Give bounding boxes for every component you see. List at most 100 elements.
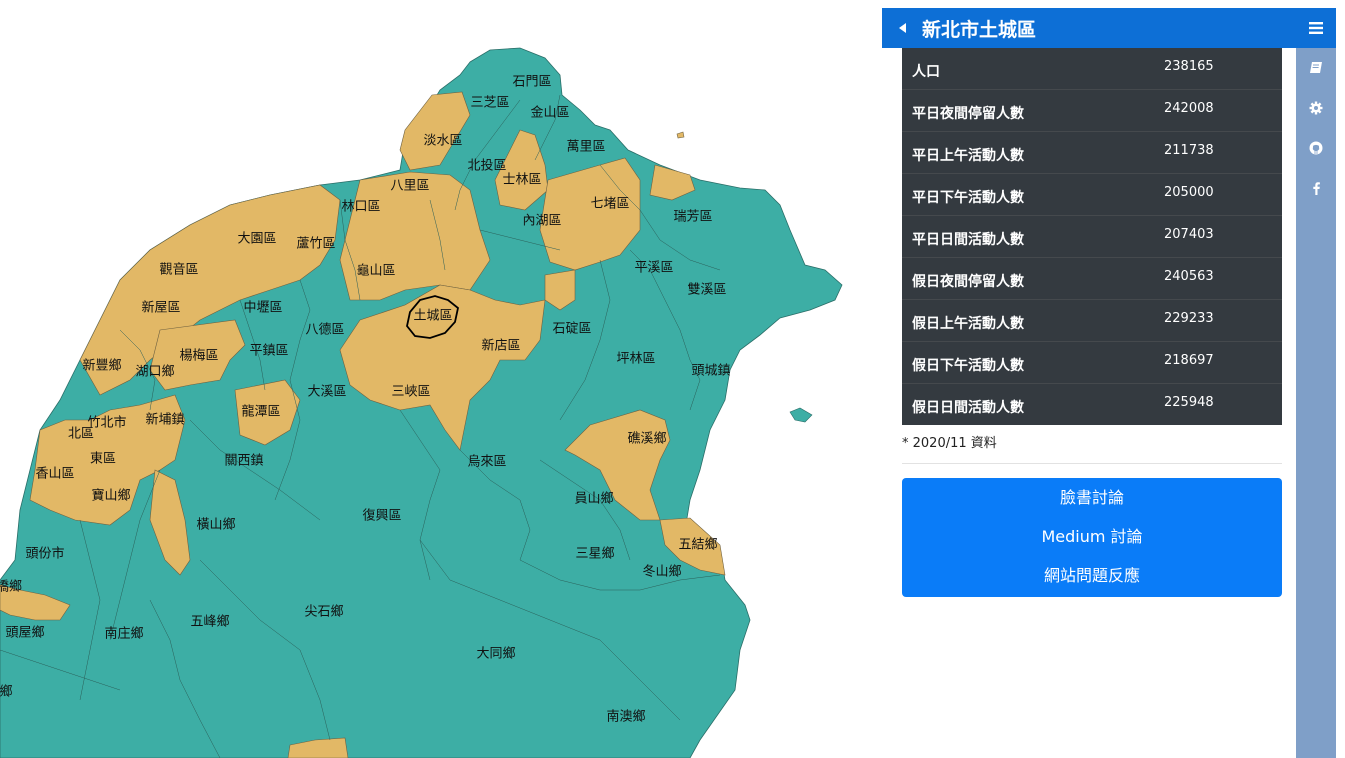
label-dongqu: 東區	[90, 451, 116, 467]
book-button[interactable]	[1296, 48, 1336, 88]
table-row: 平日日間活動人數 207403	[902, 216, 1282, 258]
facebook-discussion-link[interactable]: 臉書討論	[1059, 488, 1124, 507]
data-note: * 2020/11 資料	[902, 436, 997, 451]
back-caret-icon[interactable]	[899, 23, 906, 33]
label-toucheng: 頭城鎮	[691, 363, 730, 379]
district-borders	[0, 94, 721, 758]
label-xiangshan: 香山區	[35, 467, 74, 482]
facebook-button[interactable]	[1296, 168, 1336, 208]
label-xinpu: 新埔鎮	[145, 412, 184, 428]
label-pinglin: 坪林區	[616, 352, 655, 367]
row-value: 225948	[1164, 395, 1214, 410]
table-row: 人口 238165	[902, 48, 1282, 90]
table-row: 假日日間活動人數 225948	[902, 384, 1282, 425]
label-beiqu: 北區	[68, 427, 94, 442]
label-qidu: 七堵區	[590, 197, 629, 212]
table-row: 平日夜間停留人數 242008	[902, 90, 1282, 132]
label-wanli: 萬里區	[566, 140, 605, 155]
table-row: 平日上午活動人數 211738	[902, 132, 1282, 174]
info-panel: 新北市土城區 人口 238165 平日夜間停留人數 242008 平日上午活動人數 2…	[882, 8, 1296, 758]
facebook-icon	[1313, 182, 1320, 195]
label-tucheng: 土城區	[413, 309, 452, 324]
icon-rail	[1296, 8, 1336, 758]
selected-district-tucheng[interactable]	[406, 295, 459, 339]
table-row: 假日夜間停留人數 240563	[902, 258, 1282, 300]
label-hengshan: 橫山鄉	[196, 517, 235, 533]
label-ruifang: 瑞芳區	[673, 210, 712, 225]
label-pingzhen: 平鎮區	[249, 343, 288, 359]
label-xindian: 新店區	[481, 338, 520, 354]
label-sanxing: 三星鄉	[575, 546, 614, 562]
label-bali: 八里區	[390, 179, 429, 194]
label-shimen: 石門區	[512, 75, 551, 90]
label-zhongli: 中壢區	[243, 301, 282, 316]
book-icon	[1310, 62, 1322, 73]
table-row: 假日上午活動人數 229233	[902, 300, 1282, 342]
row-label: 假日日間活動人數	[912, 400, 1024, 416]
medium-discussion-link[interactable]: Medium 討論	[1041, 527, 1143, 546]
label-beitou: 北投區	[467, 158, 506, 174]
report-issue-link[interactable]: 網站問題反應	[1043, 566, 1140, 585]
district-map[interactable]: 石門區 三芝區 金山區 淡水區 萬里區 北投區 士林區 八里區 林口區 七堵區 …	[0, 0, 880, 758]
label-shuangxi: 雙溪區	[687, 283, 726, 298]
label-neihu: 內湖區	[522, 214, 561, 229]
row-value: 207403	[1164, 227, 1214, 242]
menu-button[interactable]	[1296, 8, 1336, 48]
label-nanzhuang: 南庄鄉	[104, 626, 143, 642]
label-luzhu: 蘆竹區	[296, 237, 335, 252]
row-value: 218697	[1164, 353, 1214, 368]
label-jiaoxi: 礁溪鄉	[627, 431, 666, 447]
region-gold[interactable]	[0, 91, 726, 758]
row-value: 205000	[1164, 185, 1214, 200]
label-jianshi: 尖石鄉	[304, 604, 343, 620]
row-label: 平日上午活動人數	[912, 148, 1024, 164]
label-bade: 八德區	[305, 323, 344, 338]
label-sanzhi: 三芝區	[470, 95, 509, 111]
github-button[interactable]	[1296, 128, 1336, 168]
label-touwu: 頭屋鄉	[5, 625, 44, 641]
label-yangmei: 楊梅區	[179, 348, 218, 364]
row-label: 平日日間活動人數	[912, 232, 1024, 248]
table-row: 假日下午活動人數 218697	[902, 342, 1282, 384]
label-dongshan: 冬山鄉	[642, 564, 681, 580]
row-label: 平日夜間停留人數	[912, 106, 1024, 122]
label-zhubei: 竹北市	[87, 415, 126, 431]
panel-title: 新北市土城區	[922, 18, 1037, 41]
label-fuxing: 復興區	[362, 508, 401, 524]
map-svg[interactable]: 石門區 三芝區 金山區 淡水區 萬里區 北投區 士林區 八里區 林口區 七堵區 …	[0, 0, 880, 758]
divider	[902, 463, 1282, 464]
label-guanyin: 觀音區	[159, 262, 198, 278]
menu-icon	[1309, 22, 1323, 34]
gear-icon	[1309, 101, 1323, 115]
github-icon	[1309, 141, 1323, 155]
settings-button[interactable]	[1296, 88, 1336, 128]
row-label: 假日上午活動人數	[912, 316, 1024, 332]
row-value: 242008	[1164, 101, 1214, 116]
row-value: 229233	[1164, 311, 1214, 326]
label-daxi: 大溪區	[307, 385, 346, 400]
islet	[676, 131, 685, 139]
row-value: 238165	[1164, 59, 1214, 74]
label-xinfeng: 新豐鄉	[82, 358, 121, 374]
label-datong: 大同鄉	[476, 646, 515, 662]
label-dayuan: 大園區	[237, 232, 276, 247]
label-longtan: 龍潭區	[241, 404, 280, 420]
label-pingxi: 平溪區	[634, 261, 673, 276]
label-shilin: 士林區	[502, 173, 541, 188]
label-guishan: 龜山區	[356, 264, 395, 279]
label-baoshan: 寶山鄉	[91, 488, 130, 504]
label-guanxi: 關西鎮	[224, 453, 263, 469]
row-value: 211738	[1164, 143, 1214, 158]
label-shiding: 石碇區	[552, 322, 591, 337]
stats-table: 人口 238165 平日夜間停留人數 242008 平日上午活動人數 211738 平…	[902, 48, 1282, 425]
label-hukou: 湖口鄉	[135, 364, 174, 380]
label-nanao: 南澳鄉	[606, 709, 645, 725]
label-wulai: 烏來區	[467, 454, 506, 470]
label-xinwu: 新屋區	[141, 300, 180, 316]
label-yuanshan: 員山鄉	[574, 491, 613, 507]
row-label: 假日下午活動人數	[912, 358, 1024, 374]
label-wujie: 五結鄉	[678, 537, 717, 553]
islet	[789, 407, 813, 423]
label-tamsui: 淡水區	[423, 134, 462, 149]
district-labels: 石門區 三芝區 金山區 淡水區 萬里區 北投區 士林區 八里區 林口區 七堵區 …	[0, 75, 731, 725]
